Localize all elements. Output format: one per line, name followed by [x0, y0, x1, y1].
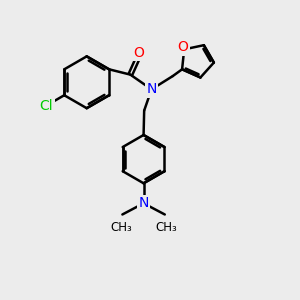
Text: N: N	[146, 82, 157, 96]
Text: CH₃: CH₃	[110, 221, 132, 234]
Text: O: O	[177, 40, 188, 54]
Text: O: O	[133, 46, 144, 60]
Text: N: N	[138, 196, 149, 210]
Text: CH₃: CH₃	[155, 221, 177, 234]
Text: Cl: Cl	[40, 98, 53, 112]
